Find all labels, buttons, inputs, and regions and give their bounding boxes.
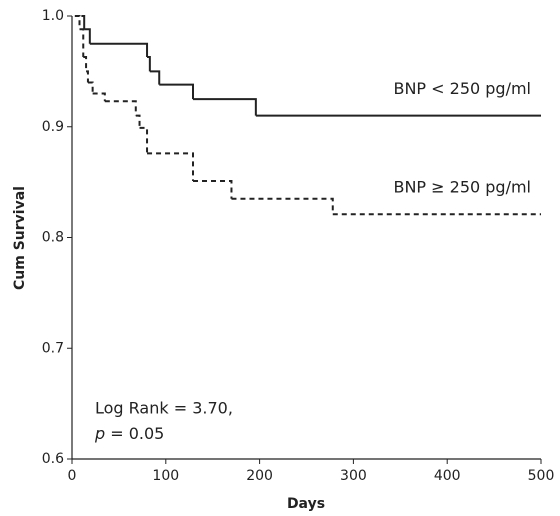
- y-tick-label: 0.6: [42, 451, 64, 467]
- x-tick-label: 400: [434, 468, 461, 484]
- x-tick-label: 300: [340, 468, 367, 484]
- x-tick-label: 200: [246, 468, 273, 484]
- series-label: BNP < 250 pg/ml: [393, 79, 531, 98]
- survival-step: [193, 180, 233, 199]
- y-axis-title: Cum Survival: [12, 186, 28, 290]
- y-tick-label: 0.7: [42, 340, 64, 356]
- survival-step: [139, 126, 149, 154]
- survival-step: [84, 28, 91, 44]
- survival-step: [74, 15, 81, 30]
- survival-step: [147, 152, 195, 182]
- annotation: p = 0.05: [94, 424, 164, 443]
- series-label: BNP ≥ 250 pg/ml: [393, 178, 531, 197]
- annotation-rest: = 0.05: [105, 424, 164, 443]
- survival-step: [89, 42, 149, 57]
- survival-step: [149, 70, 161, 85]
- x-axis-title: Days: [287, 496, 325, 512]
- y-tick-label: 0.9: [42, 119, 64, 135]
- survival-step: [79, 28, 85, 57]
- survival-step: [135, 114, 141, 128]
- x-tick-label: 0: [68, 468, 77, 484]
- x-tick-label: 100: [152, 468, 179, 484]
- survival-step: [147, 55, 151, 72]
- survival-step: [193, 98, 257, 116]
- y-tick-label: 0.8: [42, 230, 64, 246]
- survival-step: [83, 55, 88, 72]
- survival-step: [159, 83, 195, 100]
- survival-step: [86, 70, 89, 83]
- survival-step: [81, 15, 86, 30]
- survival-step: [87, 81, 94, 94]
- survival-step: [231, 197, 334, 215]
- survival-step: [92, 92, 106, 102]
- annotation-italic: p: [94, 424, 105, 443]
- annotation: Log Rank = 3.70,: [95, 399, 233, 418]
- survival-step: [104, 100, 137, 116]
- x-tick-label: 500: [528, 468, 555, 484]
- y-tick-label: 1.0: [42, 8, 64, 24]
